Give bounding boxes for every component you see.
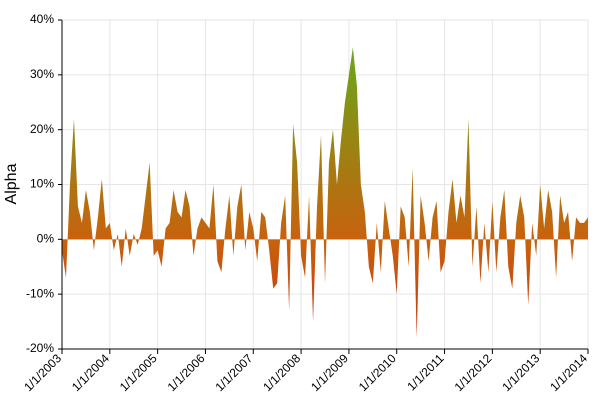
- x-tick-label: 1/1/2010: [356, 351, 399, 394]
- x-tick-label: 1/1/2011: [404, 351, 447, 394]
- x-tick-label: 1/1/2014: [547, 351, 590, 394]
- y-tick-label: -20%: [26, 341, 54, 355]
- x-tick-label: 1/1/2007: [212, 351, 255, 394]
- y-tick-label: 40%: [30, 12, 54, 26]
- y-tick-label: 20%: [30, 122, 54, 136]
- grid: [61, 19, 589, 350]
- x-tick-label: 1/1/2013: [499, 351, 542, 394]
- y-tick-label: 10%: [30, 177, 54, 191]
- x-tick-label: 1/1/2009: [308, 351, 351, 394]
- x-tick-label: 1/1/2004: [69, 351, 112, 394]
- y-tick-label: -10%: [26, 286, 54, 300]
- y-axis-label: Alpha: [3, 163, 20, 204]
- x-tick-label: 1/1/2005: [117, 351, 160, 394]
- x-tick-label: 1/1/2012: [452, 351, 495, 394]
- x-tick-label: 1/1/2006: [165, 351, 208, 394]
- x-tick-label: 1/1/2003: [21, 351, 64, 394]
- y-tick-label: 30%: [30, 67, 54, 81]
- y-tick-label: 0%: [37, 232, 55, 246]
- x-tick-label: 1/1/2008: [260, 351, 303, 394]
- area: [62, 47, 588, 339]
- plot-area: [62, 47, 588, 339]
